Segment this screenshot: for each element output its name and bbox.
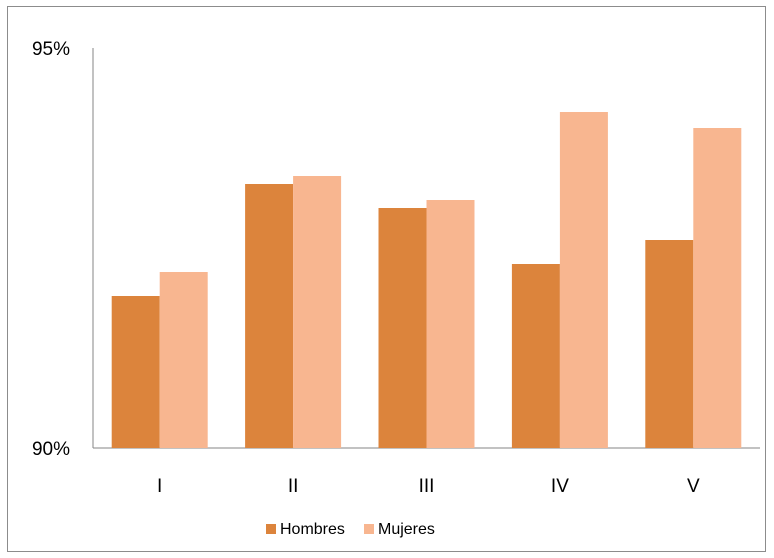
legend: Hombres Mujeres	[266, 521, 435, 538]
legend-item-hombres: Hombres	[266, 521, 345, 538]
legend-label: Mujeres	[378, 521, 435, 538]
bar-hombres-iii	[378, 208, 427, 448]
bar-mujeres-ii	[293, 176, 342, 448]
y-tick-label: 95%	[32, 39, 70, 60]
legend-swatch	[266, 524, 276, 534]
bar-hombres-v	[645, 240, 694, 448]
bar-mujeres-iii	[426, 200, 475, 448]
bar-hombres-ii	[245, 184, 294, 448]
legend-item-mujeres: Mujeres	[364, 521, 435, 538]
x-tick-label: I	[157, 476, 162, 497]
y-tick-label: 90%	[32, 439, 70, 460]
x-tick-label: V	[687, 476, 700, 497]
x-tick-label: II	[288, 476, 299, 497]
bar-mujeres-iv	[559, 112, 608, 448]
y-tick-labels: 90% 95%	[32, 39, 70, 460]
x-tick-label: IV	[551, 476, 569, 497]
x-tick-label: III	[419, 476, 435, 497]
x-tick-labels: I II III IV V	[157, 476, 700, 497]
bar-mujeres-v	[693, 128, 742, 448]
bars	[111, 112, 742, 448]
legend-swatch	[364, 524, 374, 534]
legend-label: Hombres	[280, 521, 345, 538]
bar-mujeres-i	[159, 272, 208, 448]
bar-hombres-i	[111, 296, 160, 448]
bar-hombres-iv	[511, 264, 560, 448]
